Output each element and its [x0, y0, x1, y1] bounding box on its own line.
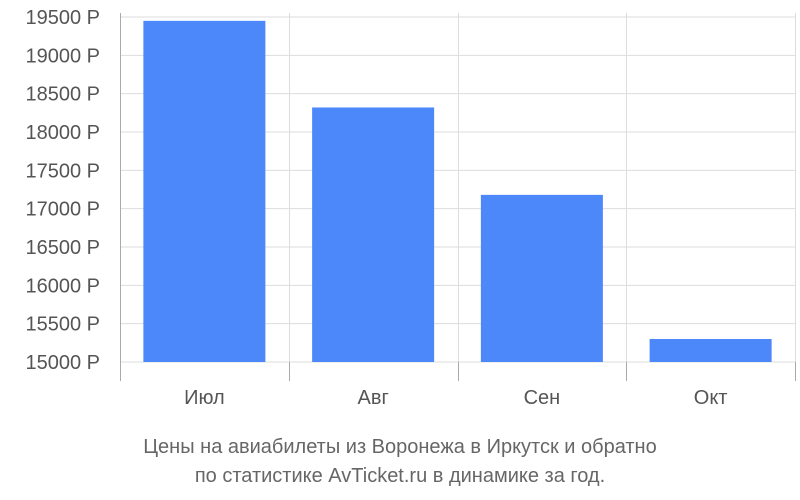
y-tick-label: 17000 Р [25, 199, 100, 221]
y-tick-label: 18000 Р [25, 122, 100, 144]
x-tick-label: Сен [524, 387, 561, 409]
x-tick-label: Авг [357, 387, 388, 409]
axes [120, 13, 796, 381]
y-tick-label: 17500 Р [25, 160, 100, 182]
y-tick-label: 19500 Р [25, 7, 100, 29]
chart-caption-line-1: Цены на авиабилеты из Воронежа в Иркутск… [143, 436, 657, 458]
y-tick-label: 16000 Р [25, 275, 100, 297]
x-axis-tick-labels: Июл Авг Сен Окт [184, 387, 727, 409]
bar-3 [480, 194, 603, 362]
x-tick-label: Июл [184, 387, 225, 409]
bars [143, 20, 772, 362]
y-tick-label: 18500 Р [25, 84, 100, 106]
y-tick-label: 15500 Р [25, 314, 100, 336]
bar-1 [143, 20, 266, 362]
bar-4 [649, 339, 772, 362]
y-axis-tick-labels: 15000 Р 15500 Р 16000 Р 16500 Р 17000 Р 17500… [25, 7, 100, 374]
x-tick-label: Окт [694, 387, 728, 409]
y-tick-label: 15000 Р [25, 352, 100, 374]
y-tick-label: 16500 Р [25, 237, 100, 259]
bar-2 [312, 107, 435, 362]
y-tick-label: 19000 Р [25, 45, 100, 67]
chart-caption-line-2: по статистике AvTicket.ru в динамике за … [194, 465, 606, 487]
